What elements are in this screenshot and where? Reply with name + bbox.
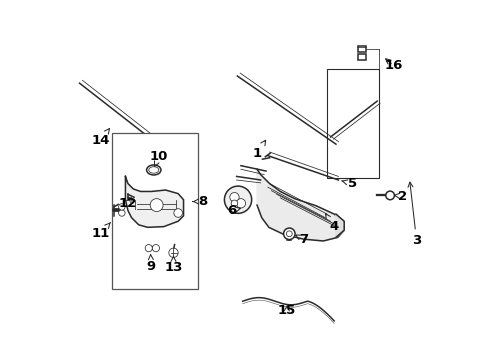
Circle shape xyxy=(286,231,292,237)
Text: 4: 4 xyxy=(325,214,338,233)
Text: 2: 2 xyxy=(393,190,406,203)
Text: 11: 11 xyxy=(91,222,110,240)
Polygon shape xyxy=(257,169,344,241)
Text: 1: 1 xyxy=(252,140,265,159)
Circle shape xyxy=(231,200,237,207)
Circle shape xyxy=(168,248,178,257)
Circle shape xyxy=(174,209,182,217)
Circle shape xyxy=(119,204,125,210)
Ellipse shape xyxy=(148,167,159,173)
Text: 14: 14 xyxy=(91,129,109,147)
Text: 5: 5 xyxy=(341,177,356,190)
Text: 16: 16 xyxy=(384,59,402,72)
Text: 8: 8 xyxy=(193,195,207,208)
Text: 6: 6 xyxy=(227,204,240,217)
Bar xyxy=(357,46,365,51)
Circle shape xyxy=(385,191,394,200)
Text: 15: 15 xyxy=(277,305,295,318)
Text: 10: 10 xyxy=(150,150,168,166)
Text: 3: 3 xyxy=(407,182,420,247)
Circle shape xyxy=(229,193,239,202)
Circle shape xyxy=(119,210,125,216)
Bar xyxy=(357,54,365,60)
Polygon shape xyxy=(335,214,344,237)
Bar xyxy=(112,134,198,289)
Text: 13: 13 xyxy=(164,256,183,274)
Bar xyxy=(326,69,378,178)
Circle shape xyxy=(152,244,159,252)
Circle shape xyxy=(236,199,245,208)
Text: 12: 12 xyxy=(119,197,137,210)
Circle shape xyxy=(283,228,294,239)
Ellipse shape xyxy=(146,165,161,175)
Circle shape xyxy=(145,244,152,252)
Polygon shape xyxy=(125,176,183,227)
Text: 7: 7 xyxy=(295,233,307,246)
Text: 9: 9 xyxy=(146,255,156,273)
Circle shape xyxy=(150,199,163,212)
Circle shape xyxy=(224,186,251,213)
